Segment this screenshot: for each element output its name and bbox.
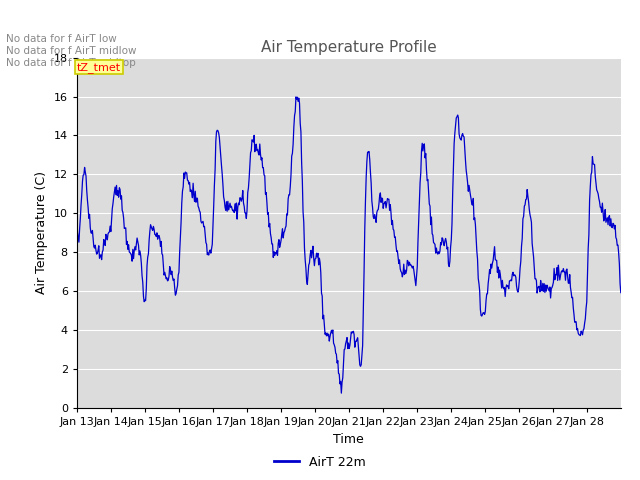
Text: No data for f AirT low: No data for f AirT low <box>6 34 117 44</box>
Text: No data for f AirT midtop: No data for f AirT midtop <box>6 58 136 68</box>
Text: tZ_tmet: tZ_tmet <box>77 61 121 72</box>
Y-axis label: Air Temperature (C): Air Temperature (C) <box>35 171 48 294</box>
Title: Air Temperature Profile: Air Temperature Profile <box>261 40 436 55</box>
X-axis label: Time: Time <box>333 432 364 445</box>
Legend: AirT 22m: AirT 22m <box>269 451 371 474</box>
Text: No data for f AirT midlow: No data for f AirT midlow <box>6 46 137 56</box>
